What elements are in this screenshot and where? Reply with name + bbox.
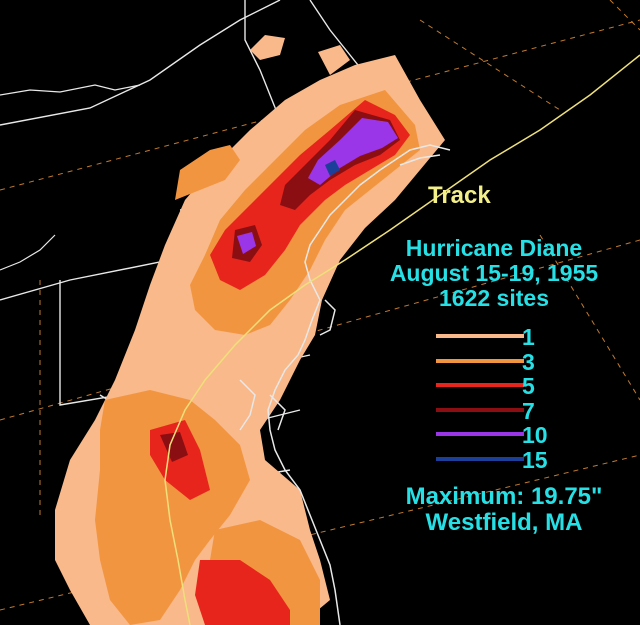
legend-label: 3 [522, 348, 535, 375]
legend-swatch [436, 432, 524, 436]
rainfall-7in-region [160, 432, 188, 462]
storm-name: Hurricane Diane [405, 235, 583, 261]
legend-swatch [436, 358, 524, 363]
legend-swatch [436, 383, 524, 387]
rainfall-1in-region [318, 45, 350, 75]
maximum-location: Westfield, MA [425, 509, 583, 536]
legend-label: 10 [522, 422, 548, 448]
rainfall-3in-region [95, 390, 250, 625]
legend-swatch [436, 407, 524, 412]
rainfall-5in-region [195, 560, 290, 625]
map-title: Hurricane Diane August 15-19, 1955 1622 … [362, 236, 626, 311]
legend-label: 1 [522, 324, 535, 350]
coastline [239, 144, 451, 625]
legend-label: 15 [522, 446, 548, 473]
legend-swatch [436, 456, 524, 461]
rainfall-10in-region [237, 232, 256, 254]
maximum-rainfall: Maximum: 19.75" Westfield, MA [362, 484, 640, 536]
hurricane-track-line [164, 54, 640, 625]
rainfall-3in-region [175, 145, 240, 200]
legend-swatch [436, 334, 524, 338]
storm-dates: August 15-19, 1955 [389, 260, 599, 286]
track-label: Track [428, 182, 491, 209]
legend-label: 5 [522, 373, 535, 399]
rainfall-1in-region [250, 35, 285, 60]
great-lakes-shoreline [0, 84, 141, 271]
legend-label: 7 [522, 397, 535, 424]
site-count: 1622 sites [439, 285, 549, 311]
maximum-value: Maximum: 19.75" [405, 483, 603, 510]
rainfall-15in-region [325, 160, 340, 176]
